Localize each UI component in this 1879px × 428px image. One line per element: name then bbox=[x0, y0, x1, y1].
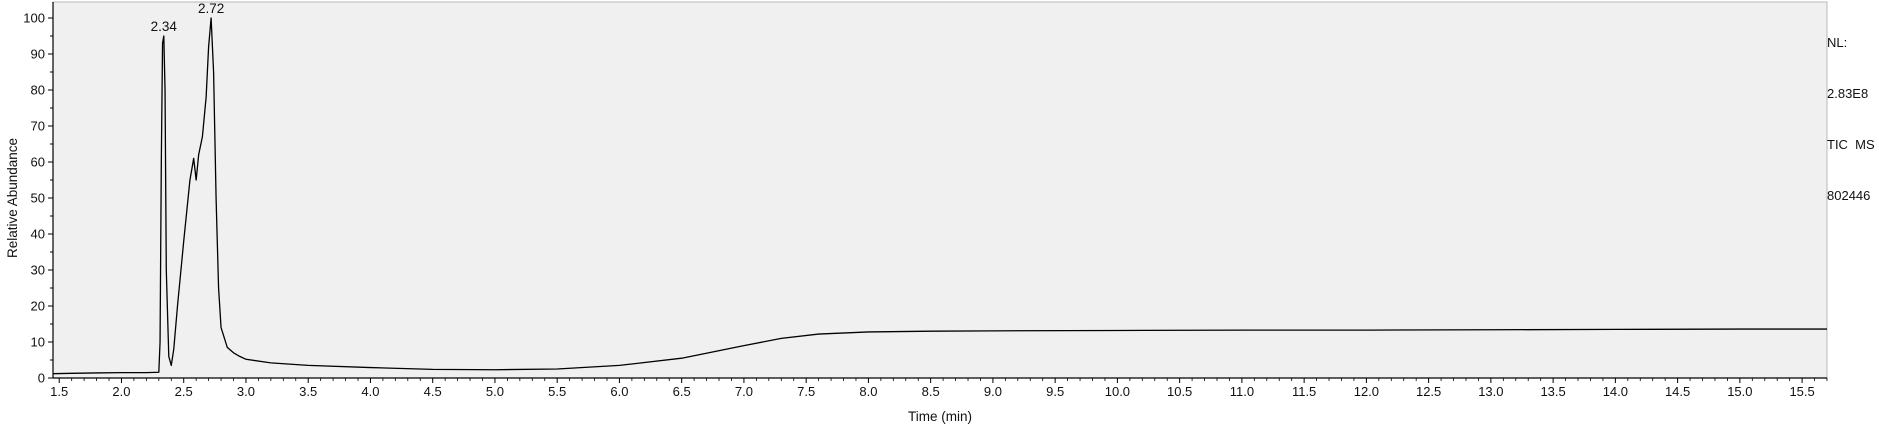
x-tick-label: 12.0 bbox=[1354, 384, 1379, 399]
y-tick-label: 50 bbox=[31, 191, 45, 206]
nl-value: 2.83E8 bbox=[1827, 86, 1869, 101]
y-tick-label: 90 bbox=[31, 47, 45, 62]
x-tick-label: 11.0 bbox=[1230, 384, 1254, 399]
x-tick-label: 10.5 bbox=[1167, 384, 1192, 399]
nl-label: NL: bbox=[1827, 35, 1848, 50]
x-tick-label: 6.0 bbox=[610, 384, 628, 399]
x-tick-label: 5.5 bbox=[548, 384, 566, 399]
y-tick-label: 70 bbox=[31, 119, 45, 134]
x-tick-label: 7.0 bbox=[735, 384, 753, 399]
y-tick-label: 80 bbox=[31, 83, 45, 98]
trace-info-block: NL: 2.83E8 TIC MS 802446 bbox=[1827, 0, 1875, 238]
x-tick-label: 13.0 bbox=[1478, 384, 1503, 399]
x-tick-label: 1.5 bbox=[50, 384, 68, 399]
x-tick-label: 8.0 bbox=[859, 384, 877, 399]
peak-label: 2.72 bbox=[198, 1, 224, 16]
x-axis-label: Time (min) bbox=[908, 409, 972, 424]
plot-background bbox=[52, 1, 1828, 379]
x-tick-label: 14.5 bbox=[1665, 384, 1690, 399]
x-tick-label: 2.5 bbox=[175, 384, 193, 399]
y-tick-label: 100 bbox=[23, 11, 45, 26]
x-tick-label: 3.5 bbox=[299, 384, 317, 399]
trace-type: TIC MS bbox=[1827, 137, 1875, 152]
y-tick-label: 40 bbox=[31, 227, 45, 242]
x-tick-label: 4.0 bbox=[361, 384, 379, 399]
x-tick-label: 15.0 bbox=[1727, 384, 1752, 399]
x-tick-label: 9.0 bbox=[984, 384, 1002, 399]
x-tick-label: 11.5 bbox=[1292, 384, 1316, 399]
y-tick-label: 10 bbox=[31, 335, 45, 350]
series-line-0 bbox=[52, 17, 1827, 375]
x-tick-label: 4.5 bbox=[424, 384, 442, 399]
peak-label: 2.34 bbox=[151, 19, 178, 34]
x-tick-label: 10.0 bbox=[1105, 384, 1130, 399]
y-axis-label: Relative Abundance bbox=[5, 138, 20, 258]
x-tick-label: 13.5 bbox=[1540, 384, 1565, 399]
x-tick-label: 7.5 bbox=[797, 384, 815, 399]
y-tick-label: 60 bbox=[31, 155, 45, 170]
y-tick-label: 20 bbox=[31, 299, 45, 314]
x-tick-label: 2.0 bbox=[112, 384, 130, 399]
y-tick-label: 30 bbox=[31, 263, 45, 278]
sample-id: 802446 bbox=[1827, 188, 1871, 203]
x-tick-label: 14.0 bbox=[1603, 384, 1628, 399]
x-tick-label: 8.5 bbox=[922, 384, 940, 399]
x-tick-label: 9.5 bbox=[1046, 384, 1064, 399]
y-tick-label: 0 bbox=[38, 371, 45, 386]
x-tick-label: 12.5 bbox=[1416, 384, 1441, 399]
x-tick-label: 6.5 bbox=[673, 384, 691, 399]
x-tick-label: 3.0 bbox=[237, 384, 255, 399]
x-tick-label: 5.0 bbox=[486, 384, 504, 399]
x-tick-label: 15.5 bbox=[1789, 384, 1814, 399]
